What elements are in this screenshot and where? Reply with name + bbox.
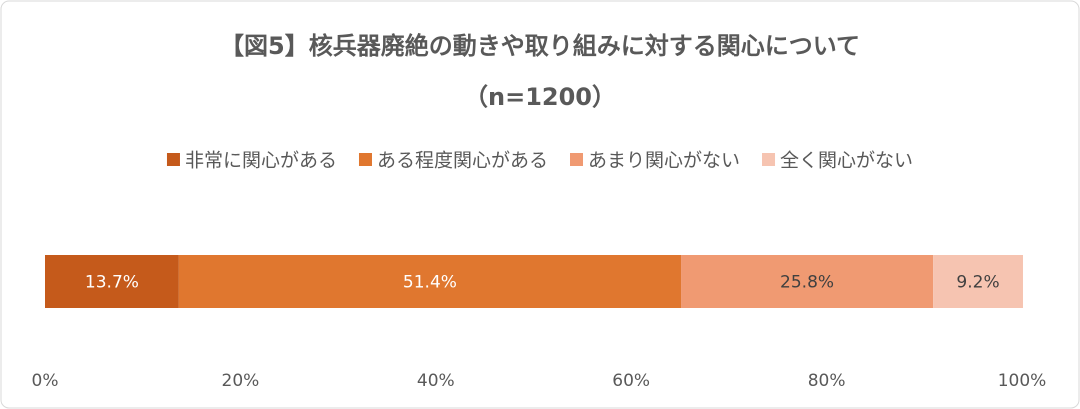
legend-label: 全く関心がない — [780, 150, 913, 172]
legend-label: 非常に関心がある — [185, 150, 337, 172]
data-label: 51.4% — [403, 273, 457, 293]
x-tick-label: 40% — [417, 371, 455, 391]
x-tick-label: 100% — [998, 371, 1047, 391]
legend-swatch — [166, 153, 180, 166]
legend-swatch — [570, 153, 583, 166]
x-tick-label: 20% — [222, 371, 260, 391]
legend-label: あまり関心がない — [588, 150, 740, 172]
legend-swatch — [762, 153, 776, 166]
chart-title: 【図5】核兵器廃絶の動きや取り組みに対する関心について — [220, 32, 860, 60]
chart-subtitle: （n=1200） — [464, 83, 616, 111]
data-label: 9.2% — [956, 273, 999, 293]
legend-label: ある程度関心がある — [377, 150, 548, 172]
bar-segment — [178, 255, 682, 308]
data-label: 13.7% — [85, 273, 139, 293]
x-tick-label: 80% — [808, 371, 846, 391]
x-tick-label: 60% — [612, 371, 650, 391]
legend: 非常に関心がある ある程度関心がある あまり関心がない 全く関心がない — [166, 150, 913, 172]
legend-swatch — [358, 153, 372, 166]
x-tick-label: 0% — [32, 371, 59, 391]
bar-segment — [681, 255, 934, 308]
data-label: 25.8% — [780, 273, 834, 293]
bar-segment — [45, 255, 179, 308]
bar-segment — [933, 255, 1023, 308]
